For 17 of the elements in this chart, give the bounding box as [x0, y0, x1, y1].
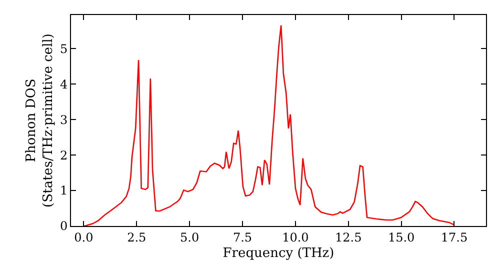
x-tick-label: 5.0	[180, 230, 200, 244]
y-tick-label: 5	[60, 42, 68, 56]
line-series	[83, 24, 455, 226]
y-tick-label: 4	[60, 77, 68, 92]
x-tick-label: 2.5	[127, 230, 146, 244]
x-axis-title: Frequency (THz)	[222, 246, 334, 261]
x-tick-label: 0.0	[74, 230, 94, 244]
x-tick-label: 12.5	[335, 230, 362, 244]
x-tick-label: 15.0	[388, 230, 415, 244]
x-tick-label: 10.0	[282, 230, 309, 244]
x-tick-label: 7.5	[232, 230, 252, 244]
y-tick-label: 0	[60, 219, 68, 234]
x-tick-label: 17.5	[440, 230, 468, 244]
y-axis-title: Phonon DOS (States/THz·primitive cell)	[24, 33, 56, 208]
y-tick-label: 2	[60, 148, 68, 162]
y-tick-label: 1	[60, 184, 68, 198]
y-tick-label: 3	[60, 112, 68, 127]
